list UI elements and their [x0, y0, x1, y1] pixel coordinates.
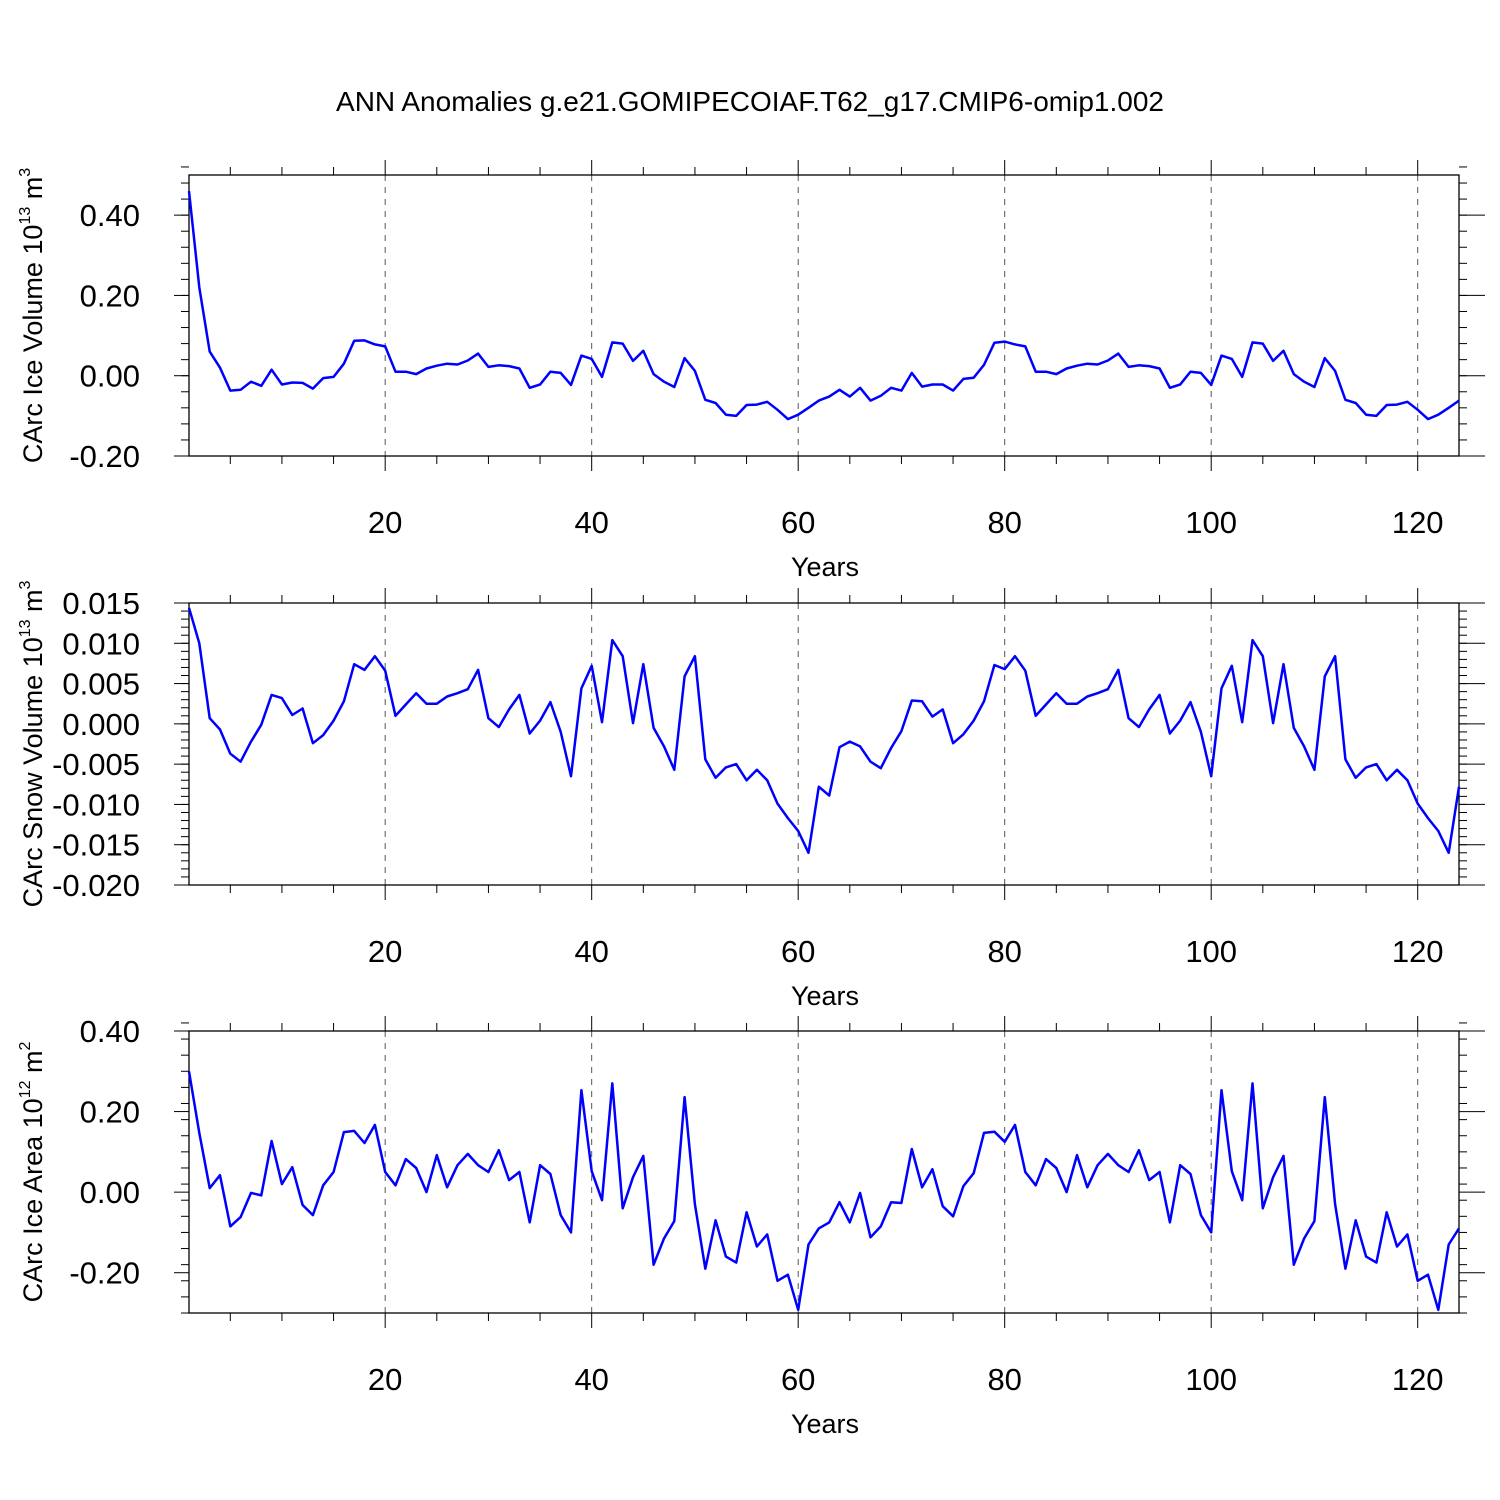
y-axis-label-part: 3: [17, 168, 34, 177]
y-tick-label: -0.010: [52, 787, 140, 822]
y-axis-label: CArc Snow Volume 1013 m3: [17, 580, 48, 907]
y-tick-label: 0.010: [62, 626, 140, 661]
x-tick-label: 40: [574, 934, 608, 969]
panel-2: 20 40 60 80 100 120 -0.020 -0.015 -0.010 -0.005 0.…: [17, 580, 1485, 1011]
y-tick-label: 0.000: [62, 707, 140, 742]
x-tick-label: 20: [368, 505, 402, 540]
x-tick-label: 100: [1185, 1362, 1237, 1397]
x-tick-label: 20: [368, 1362, 402, 1397]
y-axis-label-part: m: [18, 589, 48, 619]
x-tick-label: 100: [1185, 934, 1237, 969]
y-axis-label-part: 2: [17, 1042, 34, 1051]
panel-3: 20 40 60 80 100 120 -0.20 0.00 0.20 0.40 Years CArc…: [17, 1014, 1485, 1439]
plot-frame: [188, 174, 1460, 457]
panel-1: 20 40 60 80 100 120 -0.20 0.00 0.20 0.40 Years CArc…: [17, 160, 1485, 582]
y-tick-label: 0.40: [80, 1014, 140, 1049]
x-tick-label: 40: [574, 505, 608, 540]
x-tick-label: 80: [987, 1362, 1021, 1397]
x-tick-label: 120: [1392, 505, 1444, 540]
x-axis-label: Years: [791, 552, 859, 582]
series-line: [187, 190, 1460, 421]
y-tick-label: -0.20: [69, 439, 140, 474]
y-axis-label-part: 13: [17, 619, 34, 637]
series-line: [187, 607, 1461, 855]
y-axis-label-part: 12: [17, 1080, 34, 1098]
plot-frame: [188, 602, 1460, 886]
y-axis-label-part: CArc Snow Volume 10: [18, 637, 48, 907]
y-tick-label: 0.40: [80, 198, 140, 233]
x-tick-label: 60: [781, 934, 815, 969]
y-tick-label: -0.005: [52, 747, 140, 782]
x-tick-label: 80: [987, 934, 1021, 969]
y-tick-label: 0.00: [80, 359, 140, 394]
x-tick-label: 120: [1392, 934, 1444, 969]
x-tick-label: 60: [781, 505, 815, 540]
y-axis-label-part: 3: [17, 580, 34, 589]
x-tick-label: 80: [987, 505, 1021, 540]
y-axis-label-part: CArc Ice Area 10: [18, 1098, 48, 1302]
series-line: [187, 1071, 1461, 1312]
y-tick-label: 0.015: [62, 586, 140, 621]
y-axis-label-part: CArc Ice Volume 10: [18, 225, 48, 464]
y-tick-label: 0.20: [80, 278, 140, 313]
y-axis-label: CArc Ice Area 1012 m2: [17, 1042, 48, 1303]
y-tick-label: 0.005: [62, 667, 140, 702]
chart-title: ANN Anomalies g.e21.GOMIPECOIAF.T62_g17.…: [336, 86, 1164, 117]
x-tick-label: 40: [574, 1362, 608, 1397]
y-axis-label: CArc Ice Volume 1013 m3: [17, 168, 48, 463]
y-axis-label-part: m: [18, 1051, 48, 1081]
y-axis-label-part: m: [18, 177, 48, 207]
y-tick-label: -0.20: [69, 1256, 140, 1291]
x-tick-label: 120: [1392, 1362, 1444, 1397]
y-tick-label: 0.20: [80, 1095, 140, 1130]
x-tick-label: 20: [368, 934, 402, 969]
y-tick-label: -0.015: [52, 828, 140, 863]
plot-frame: [188, 1030, 1460, 1314]
y-tick-label: -0.020: [52, 868, 140, 903]
x-tick-label: 100: [1185, 505, 1237, 540]
x-axis-label: Years: [791, 981, 859, 1011]
x-axis-label: Years: [791, 1409, 859, 1439]
y-axis-label-part: 13: [17, 207, 34, 225]
x-tick-label: 60: [781, 1362, 815, 1397]
y-tick-label: 0.00: [80, 1175, 140, 1210]
